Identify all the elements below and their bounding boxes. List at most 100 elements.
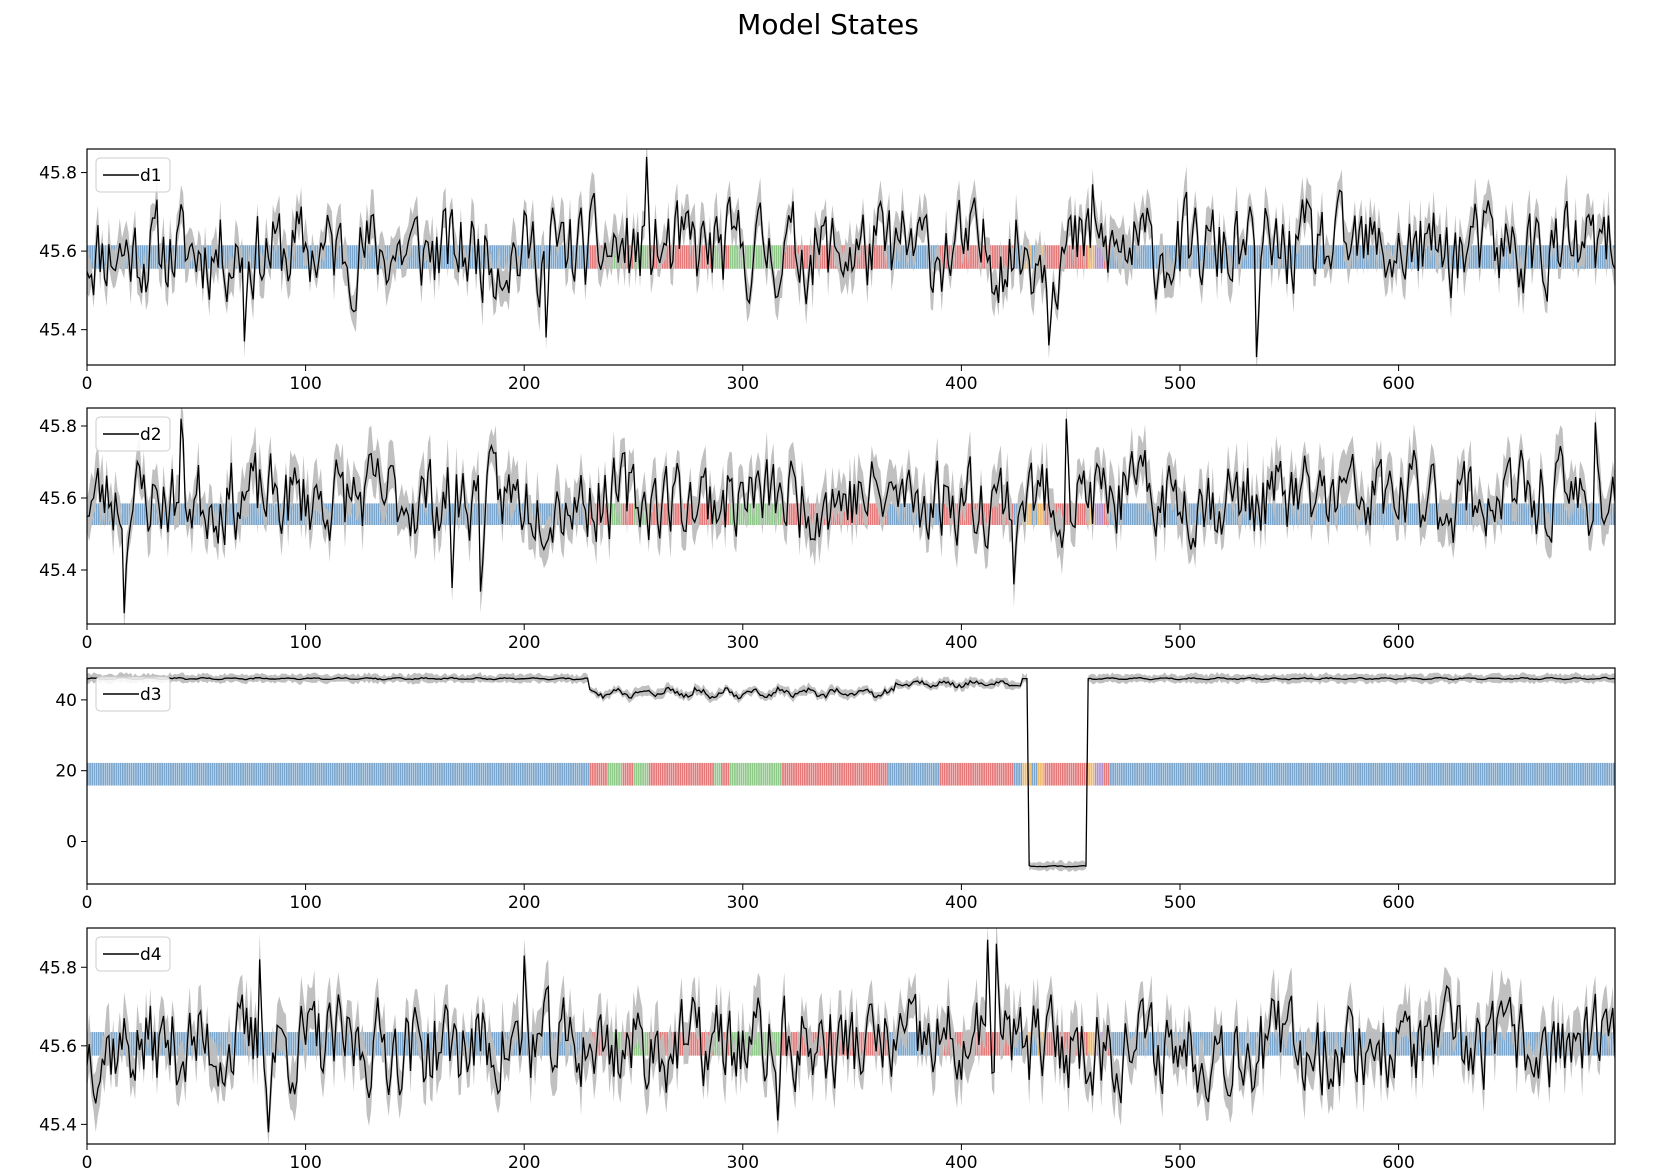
state-cell [1562,245,1565,269]
state-cell [270,503,273,525]
state-cell [970,503,972,525]
state-cell [253,245,255,269]
state-cell [959,245,961,269]
state-cell [1140,1032,1143,1056]
state-cell [1514,762,1517,786]
state-cell [1584,1032,1587,1056]
state-cell [1604,762,1606,786]
state-cell [1363,762,1366,786]
state-cell [771,762,773,786]
state-cell [1302,503,1305,525]
state-cell [1472,245,1475,269]
state-cell [1523,245,1525,269]
state-cell [830,762,832,786]
state-cell [1385,762,1388,786]
state-cell [1267,762,1270,786]
state-cell [775,1032,778,1056]
state-cell [854,762,857,786]
state-cell [423,762,426,786]
state-cell [132,762,135,786]
state-cell [1453,762,1455,786]
state-cell [967,762,970,786]
state-cell [296,503,299,525]
x-tick-label: 300 [727,633,759,653]
state-cell [694,1032,697,1056]
state-cell [1153,762,1156,786]
state-cell [847,762,850,786]
state-cell [1534,245,1536,269]
series-line-d1 [87,156,1615,358]
state-cell [198,762,201,786]
state-cell [911,762,913,786]
state-cell [1429,762,1431,786]
state-cell [270,762,273,786]
state-cell [661,762,664,786]
state-cell [812,503,815,525]
state-cell [484,762,487,786]
state-cell [100,1032,102,1056]
state-cell [1479,762,1482,786]
state-cell [1134,503,1136,525]
state-cell [1402,1032,1405,1056]
state-cell [1413,762,1416,786]
plot-area [87,928,1615,1144]
state-cell [1422,762,1425,786]
state-cell [1116,762,1119,786]
state-cell [1588,245,1591,269]
state-cell [430,762,432,786]
state-cell [1459,503,1462,525]
state-cell [642,762,644,786]
state-cell [285,503,288,525]
state-cell [1208,245,1211,269]
state-cell [231,1032,234,1056]
state-cell [996,245,999,269]
state-cell [183,503,185,525]
state-cell [1280,503,1283,525]
state-cell [987,1032,990,1056]
state-cell [957,1032,959,1056]
state-cell [806,245,808,269]
state-cell [1608,762,1611,786]
state-cell [487,762,489,786]
state-cell [926,762,929,786]
state-cell [259,762,262,786]
state-cell [1219,762,1222,786]
state-cell [281,762,284,786]
state-cell [259,503,262,525]
state-cell [1597,245,1600,269]
state-cell [366,762,369,786]
state-cell [1553,245,1556,269]
state-cell [1079,503,1082,525]
state-cell [771,503,773,525]
state-cell [452,762,454,786]
state-cell [447,762,450,786]
state-cell [272,245,275,269]
state-cell [386,762,389,786]
state-cell [312,762,314,786]
state-cell [421,503,424,525]
state-cell [377,1032,380,1056]
state-cell [1400,762,1403,786]
state-cell [532,503,535,525]
state-cell [314,1032,317,1056]
state-cell [602,762,605,786]
state-cell [1348,1032,1351,1056]
state-cell [1188,503,1191,525]
state-cell [495,503,498,525]
state-cell [178,503,181,525]
state-cell [493,762,496,786]
state-cell [1354,762,1357,786]
state-cell [852,762,854,786]
state-cell [725,762,728,786]
state-cell [482,1032,485,1056]
state-cell [180,503,183,525]
state-cell [1464,503,1466,525]
state-cell [1199,503,1202,525]
state-cell [1112,245,1114,269]
state-cell [716,1032,719,1056]
axes-frame [86,667,1616,885]
x-tick-label: 0 [82,893,93,913]
state-cell [460,245,463,269]
state-cell [1120,1032,1123,1056]
state-cell [1149,762,1152,786]
